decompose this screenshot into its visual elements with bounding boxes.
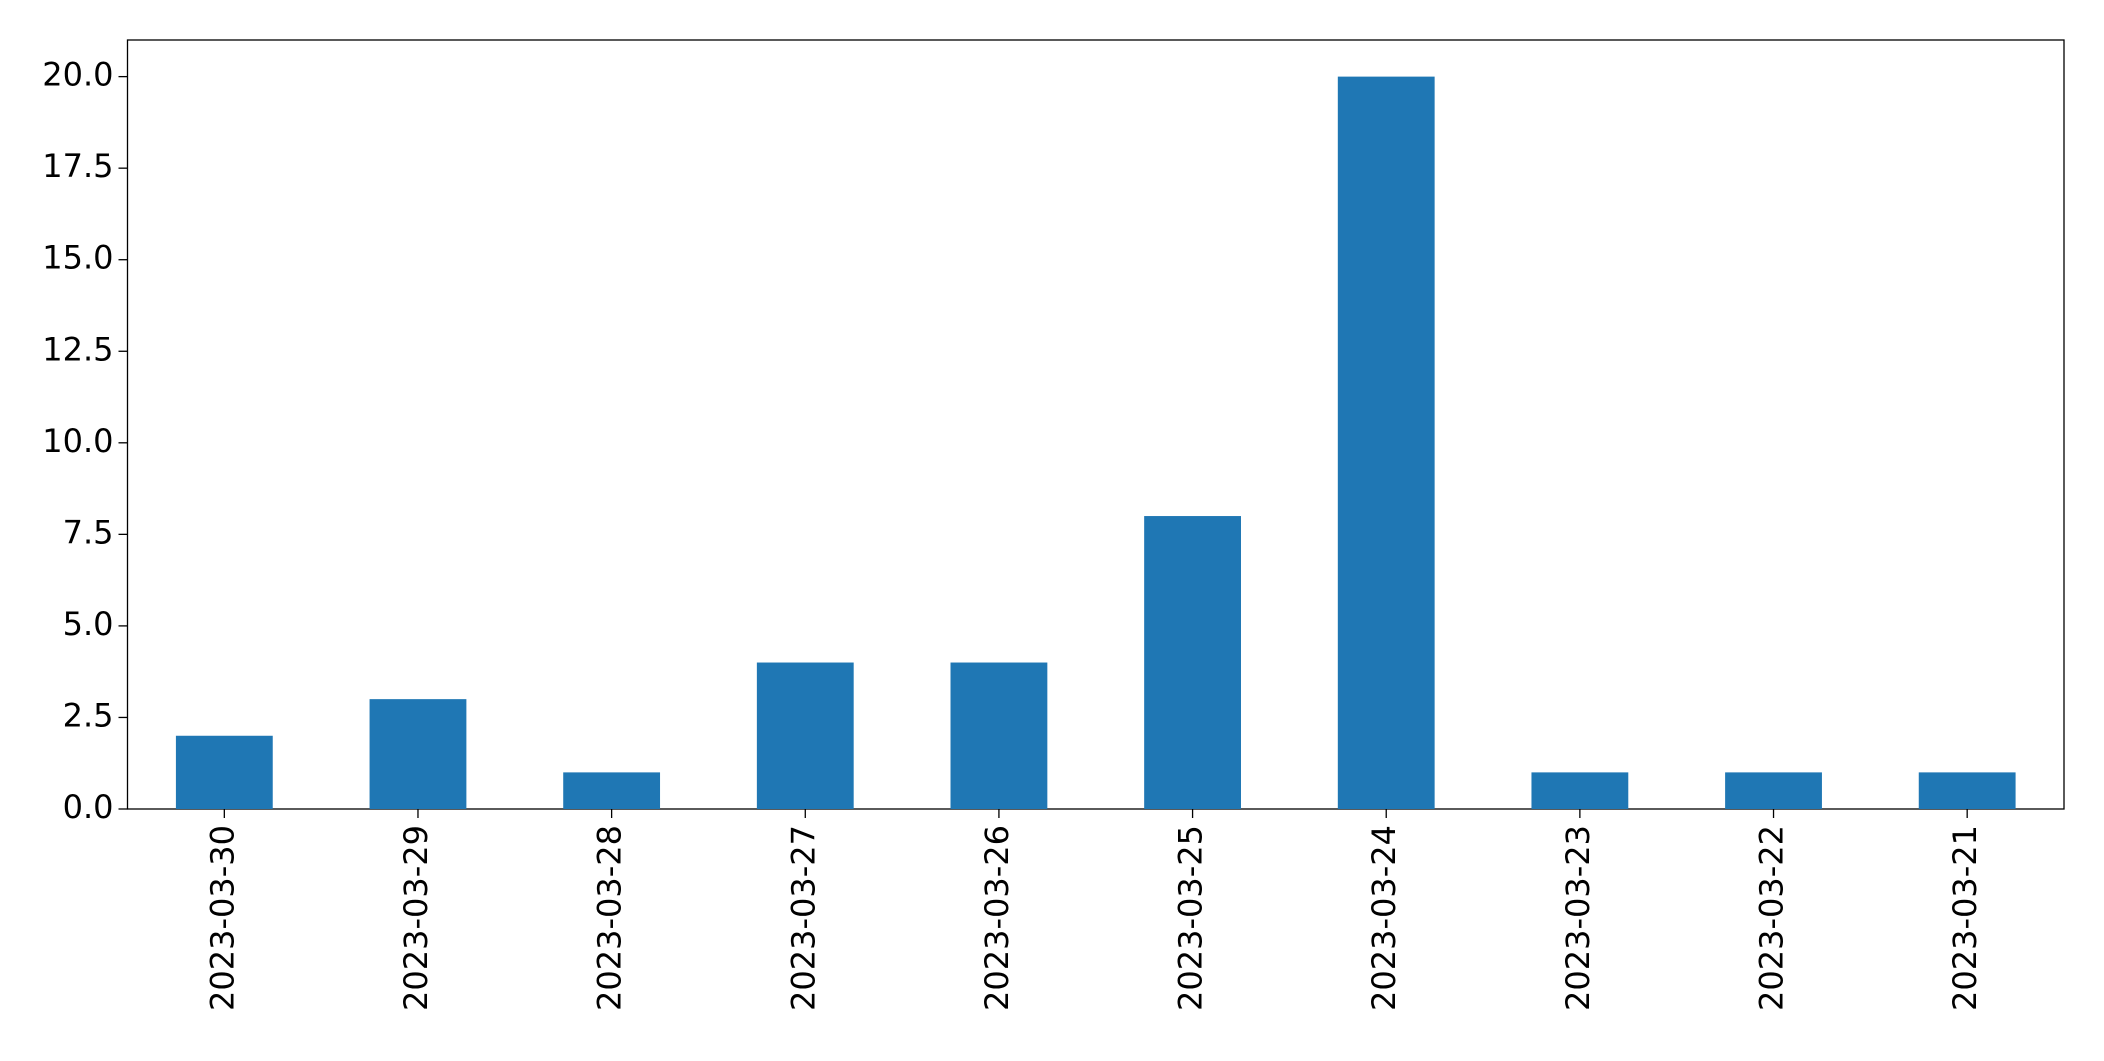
y-tick-label: 17.5 [42, 147, 113, 185]
y-tick-label: 2.5 [63, 696, 114, 734]
bar [756, 662, 854, 809]
x-tick-label: 2023-03-23 [1559, 825, 1597, 1011]
bar [1918, 772, 2016, 809]
y-tick-label: 12.5 [42, 330, 113, 368]
y-tick-label: 5.0 [63, 605, 114, 643]
x-tick-label: 2023-03-25 [1172, 825, 1210, 1011]
plot-frame [126, 39, 2065, 810]
y-tick-label: 10.0 [42, 422, 113, 460]
y-tick-label: 20.0 [42, 56, 113, 94]
x-tick-label: 2023-03-24 [1365, 825, 1403, 1011]
x-tick-label: 2023-03-22 [1753, 825, 1791, 1011]
x-tick-label: 2023-03-26 [978, 825, 1016, 1011]
bar [1144, 516, 1241, 809]
bar [950, 662, 1048, 809]
x-tick-label: 2023-03-30 [203, 825, 241, 1011]
bar [175, 735, 273, 809]
y-tick-label: 15.0 [42, 239, 113, 277]
y-tick-label: 7.5 [63, 513, 114, 551]
bar [1531, 772, 1629, 809]
bar [1725, 772, 1822, 809]
bar [563, 772, 661, 809]
bar [1337, 76, 1435, 810]
x-tick-label: 2023-03-21 [1946, 825, 1984, 1011]
y-tick-label: 0.0 [63, 788, 114, 826]
x-tick-label: 2023-03-27 [784, 825, 822, 1011]
x-tick-label: 2023-03-29 [397, 825, 435, 1011]
bar [369, 699, 467, 809]
x-tick-label: 2023-03-28 [591, 825, 629, 1011]
